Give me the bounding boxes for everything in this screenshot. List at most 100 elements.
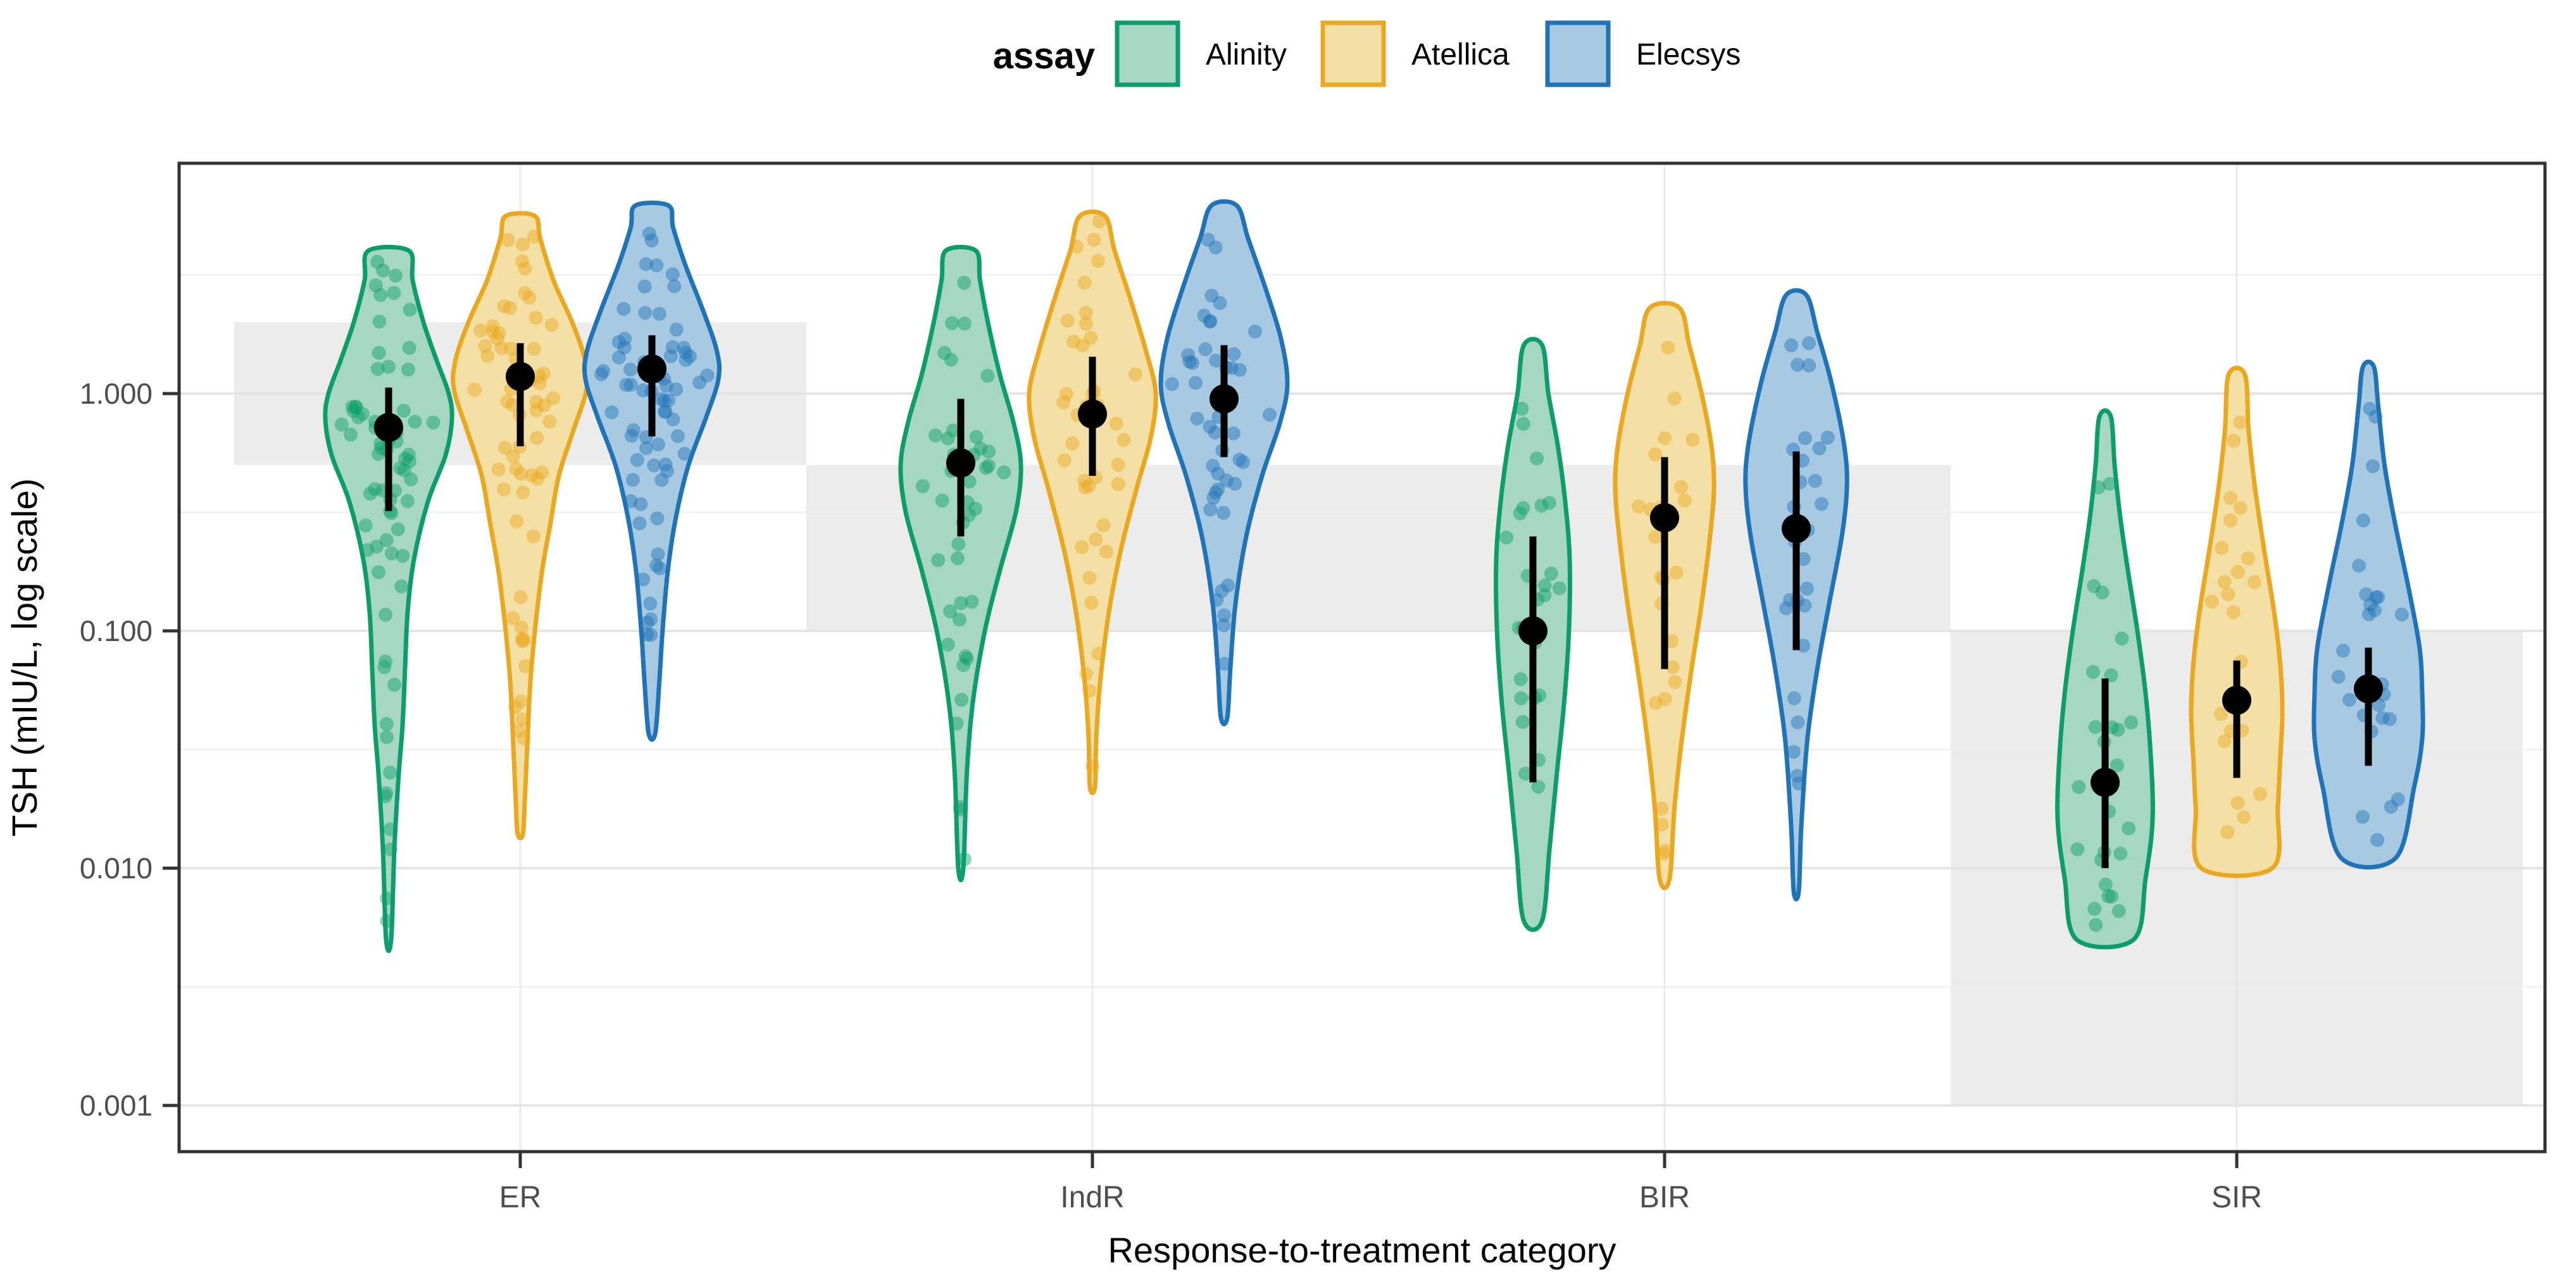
data-point	[345, 399, 360, 414]
x-tick-label-sir: SIR	[2211, 1181, 2262, 1214]
data-point	[623, 378, 638, 392]
data-point	[377, 660, 392, 675]
data-point	[515, 237, 530, 252]
data-point	[935, 494, 949, 508]
points-atellica-er	[467, 230, 561, 746]
data-point	[2356, 513, 2370, 528]
data-point	[660, 464, 674, 478]
legend-label-atellica: Atellica	[1411, 38, 1510, 72]
data-point	[956, 658, 971, 672]
data-point	[492, 326, 506, 340]
data-point	[2217, 734, 2232, 749]
data-point	[374, 441, 389, 456]
data-point	[426, 415, 441, 430]
data-point	[372, 345, 386, 360]
y-tick-label: 0.100	[80, 614, 153, 647]
data-point	[659, 379, 673, 393]
data-point	[2091, 480, 2106, 495]
data-point	[962, 475, 977, 489]
data-point	[2230, 796, 2245, 811]
data-point	[2368, 590, 2383, 604]
data-point	[514, 620, 528, 635]
data-point	[1082, 478, 1096, 493]
data-point	[944, 352, 958, 367]
data-point	[2095, 585, 2110, 600]
data-point	[2089, 918, 2103, 932]
data-point	[979, 461, 993, 475]
data-point	[1206, 490, 1221, 505]
data-point	[503, 342, 518, 356]
data-point	[1204, 289, 1219, 303]
data-point	[1654, 818, 1669, 832]
data-point	[2124, 715, 2139, 730]
data-point	[527, 230, 541, 244]
data-point	[1203, 314, 1217, 329]
data-point	[2342, 693, 2357, 707]
data-point	[467, 382, 482, 397]
y-tick-label: 0.010	[80, 852, 153, 885]
data-point	[1658, 431, 1672, 445]
data-point	[643, 596, 658, 611]
data-point	[1232, 363, 1247, 377]
data-point	[626, 423, 641, 437]
data-point	[1209, 353, 1223, 368]
data-point	[402, 454, 416, 468]
data-point	[378, 789, 392, 804]
data-point	[617, 340, 632, 355]
data-point	[1787, 691, 1801, 706]
data-point	[368, 482, 382, 497]
data-point	[611, 335, 626, 349]
data-point	[1227, 347, 1241, 361]
data-point	[1116, 433, 1131, 447]
data-point	[928, 428, 943, 443]
data-point	[958, 649, 973, 664]
data-point	[2086, 664, 2100, 679]
data-point	[379, 786, 394, 800]
data-point	[398, 451, 413, 466]
data-point	[2070, 842, 2085, 857]
data-point	[480, 349, 495, 363]
data-point	[664, 349, 678, 363]
data-point	[473, 323, 487, 338]
data-point	[530, 431, 544, 445]
data-point	[1669, 565, 1684, 580]
data-point	[2223, 513, 2238, 528]
data-point	[969, 430, 984, 444]
data-point	[380, 730, 394, 744]
points-elecsys-indr	[1165, 232, 1277, 671]
data-point	[503, 301, 517, 315]
median-dot-elecsys-sir	[2354, 674, 2383, 704]
data-point	[1661, 340, 1675, 355]
data-point	[532, 376, 547, 390]
data-point	[677, 340, 691, 355]
data-point	[658, 457, 673, 471]
data-point	[1070, 239, 1084, 254]
data-point	[542, 414, 557, 429]
data-point	[692, 375, 707, 390]
data-point	[931, 553, 946, 568]
y-axis-title: TSH (mIU/L, log scale)	[4, 478, 44, 837]
data-point	[372, 314, 387, 329]
data-point	[1059, 387, 1073, 401]
data-point	[2363, 597, 2378, 612]
data-point	[490, 332, 504, 346]
data-point	[1658, 692, 1672, 706]
data-point	[2214, 707, 2229, 721]
data-point	[1534, 499, 1549, 513]
data-point	[1096, 518, 1111, 532]
data-point	[1667, 391, 1682, 406]
data-point	[2101, 889, 2115, 904]
legend-key-elecsys	[1545, 20, 1611, 87]
data-point	[616, 302, 631, 316]
violin-elecsys-sir	[2311, 359, 2425, 869]
data-point	[1189, 376, 1203, 390]
data-point	[372, 447, 385, 461]
data-point	[642, 227, 656, 241]
data-point	[1197, 308, 1211, 323]
data-point	[1078, 480, 1092, 495]
data-point	[1516, 416, 1530, 431]
data-point	[478, 339, 492, 353]
data-point	[941, 431, 955, 445]
data-point	[2072, 780, 2086, 794]
data-point	[1075, 338, 1090, 352]
